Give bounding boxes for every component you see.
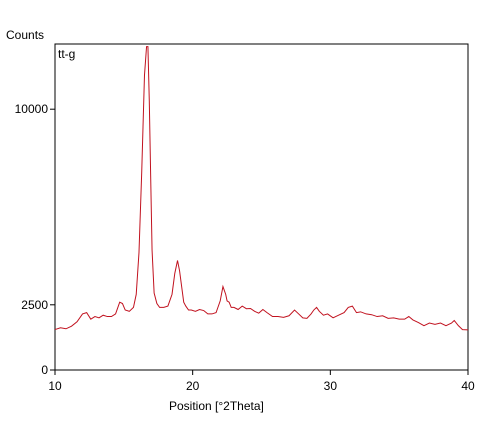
x-tick-label: 20: [186, 379, 200, 393]
series-line: [54, 46, 469, 331]
series-label: tt-g: [58, 47, 75, 61]
y-axis-label: Counts: [6, 28, 44, 42]
ticks-layer: 10 20 30 40 0 2500 10000: [15, 102, 475, 393]
x-tick-label: 10: [48, 379, 62, 393]
x-tick-label: 40: [461, 379, 475, 393]
y-tick-label: 0: [41, 363, 48, 377]
y-tick-label: 10000: [15, 102, 49, 116]
x-axis-label: Position [°2Theta]: [169, 399, 264, 413]
y-tick-label: 2500: [21, 298, 48, 312]
x-tick-label: 30: [324, 379, 338, 393]
plot-area: [54, 43, 469, 371]
